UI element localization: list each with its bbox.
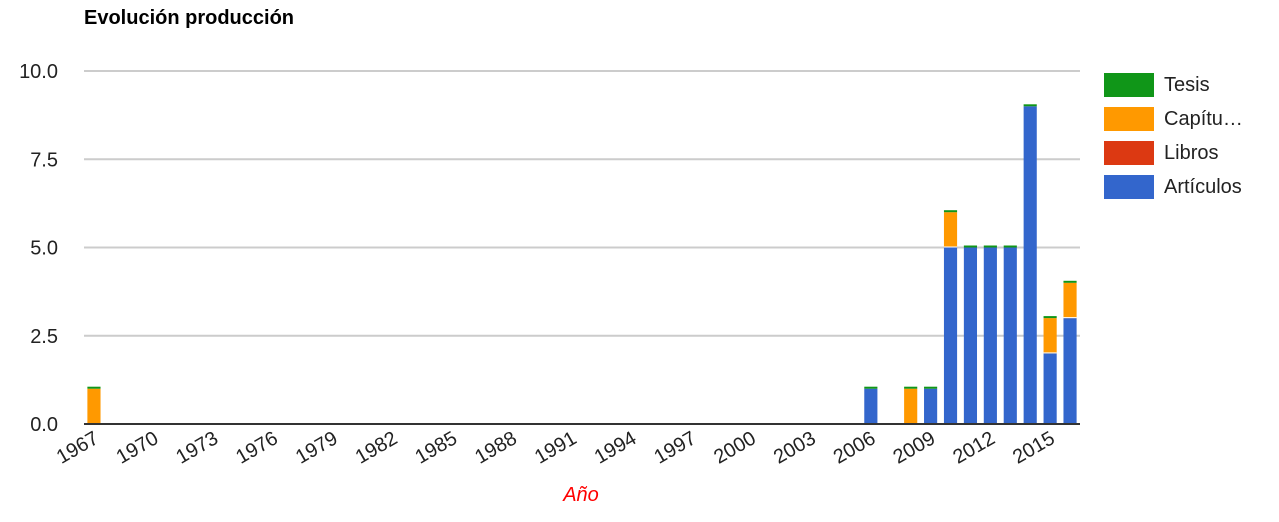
bar-segment (1063, 318, 1077, 424)
bar-separator (1043, 352, 1057, 354)
x-tick-label: 1988 (471, 427, 521, 468)
bar-cap (963, 245, 978, 248)
bar-segment (1043, 318, 1057, 354)
x-axis-label: Año (563, 484, 599, 506)
x-axis-tick-labels: 1967 1970 1973 1976 1979 1982 1985 1988 1991 1994… (53, 427, 1059, 468)
bar-cap (1003, 245, 1017, 248)
x-tick-label: 1994 (591, 427, 641, 468)
bar-segment (1063, 282, 1077, 319)
gridlines (84, 70, 1080, 337)
bar-segment (864, 388, 878, 424)
chart-title: Evolución producción (84, 7, 295, 29)
x-tick-label: 1976 (232, 427, 282, 468)
y-tick-label: 5.0 (30, 238, 58, 260)
legend-label: Artículos (1164, 175, 1242, 198)
legend-item: Libros (1104, 136, 1243, 170)
legend-label: Tesis (1164, 73, 1210, 96)
x-tick-label: 1985 (411, 427, 461, 468)
legend-item: Tesis (1104, 68, 1243, 102)
y-tick-label: 10.0 (19, 61, 58, 83)
legend-swatch (1104, 107, 1154, 131)
x-tick-label: 1979 (292, 427, 342, 468)
bar-segment (1023, 106, 1037, 425)
x-tick-label: 2000 (710, 427, 760, 468)
bar-segment (1043, 353, 1057, 424)
bar-cap (1043, 316, 1057, 319)
bar-cap (983, 245, 997, 248)
x-tick-label: 1970 (113, 427, 163, 468)
x-tick-label: 1967 (53, 427, 103, 468)
legend-item: Artículos (1104, 170, 1243, 204)
bar-cap (924, 386, 938, 389)
x-tick-label: 2003 (770, 427, 820, 468)
y-tick-label: 2.5 (30, 326, 58, 348)
bar-cap (904, 386, 918, 389)
y-axis-tick-labels: 0.0 2.5 5.0 7.5 10.0 (19, 61, 58, 436)
bar-segment (1003, 247, 1017, 424)
bar-segment (943, 247, 958, 424)
bar-cap (1023, 104, 1037, 107)
x-tick-label: 1982 (352, 427, 402, 468)
legend-swatch (1104, 73, 1154, 97)
bar-segment (943, 212, 958, 248)
bar-segment (904, 388, 918, 424)
legend-swatch (1104, 141, 1154, 165)
bar-segment (983, 247, 997, 424)
bar-cap (1063, 280, 1077, 283)
legend-label: Libros (1164, 141, 1219, 164)
y-tick-label: 0.0 (30, 414, 58, 436)
x-tick-label: 1991 (531, 427, 581, 468)
legend-swatch (1104, 175, 1154, 199)
x-tick-label: 2006 (830, 427, 880, 468)
bar-segment (87, 388, 101, 424)
bars (87, 104, 1077, 425)
y-tick-label: 7.5 (30, 149, 58, 171)
bar-cap (87, 386, 101, 389)
x-tick-label: 1997 (651, 427, 701, 468)
legend: Tesis Capítu… Libros Artículos (1104, 68, 1243, 204)
bar-separator (1063, 317, 1077, 319)
x-tick-label: 2012 (949, 427, 999, 468)
x-tick-label: 2009 (890, 427, 940, 468)
legend-item: Capítu… (1104, 102, 1243, 136)
x-tick-label: 2015 (1009, 427, 1059, 468)
bar-segment (924, 388, 938, 424)
bar-cap (943, 210, 958, 213)
legend-label: Capítu… (1164, 107, 1243, 130)
bar-separator (943, 246, 958, 248)
bar-cap (864, 386, 878, 389)
bar-segment (963, 247, 978, 424)
x-tick-label: 1973 (172, 427, 222, 468)
